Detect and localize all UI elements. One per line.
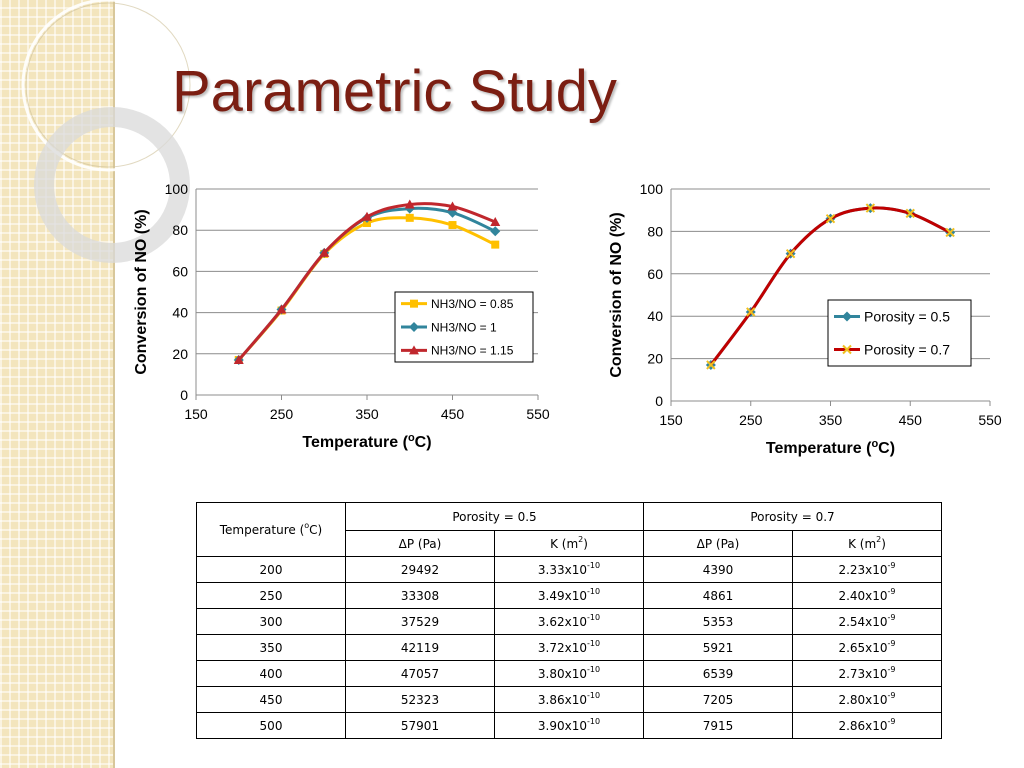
y-tick-label: 40 [647,308,663,324]
header-dp-1: ΔP (Pa) [345,530,495,557]
data-point [825,213,836,224]
y-axis-label: Conversion of NO (%) [608,212,625,377]
header-k-2: K (m2) [792,530,942,557]
data-point [491,240,500,249]
series-markers [233,199,501,364]
y-tick-label: 80 [172,222,188,238]
data-point [785,248,796,259]
header-porosity-05: Porosity = 0.5 [345,502,644,531]
data-point [842,311,852,322]
table-row: 400 47057 3.80x10-10 6539 2.73x10-9 [196,660,942,687]
data-point [409,345,419,355]
y-tick-label: 20 [172,346,188,362]
legend-box [827,299,972,367]
data-point [362,211,372,221]
data-point [490,216,501,226]
x-tick-label: 450 [899,412,923,428]
data-point [409,322,419,332]
legend-label: Porosity = 0.7 [864,342,950,358]
data-point [706,360,716,370]
table-row: 500 57901 3.90x10-10 7915 2.86x10-9 [196,712,942,739]
header-k-1: K (m2) [494,530,644,557]
x-tick-label: 550 [526,406,550,422]
data-point [363,218,371,227]
y-tick-label: 100 [165,181,189,197]
x-tick-label: 450 [441,406,465,422]
y-axis-label: Conversion of NO (%) [133,209,150,374]
x-tick-label: 150 [659,412,683,428]
chart-porosity: 0 20 40 60 80 100 150 250 350 450 550 Temperature (… [596,170,1006,465]
table-row: 250 33308 3.49x10-10 4861 2.40x10-9 [196,582,942,609]
legend-label: NH3/NO = 1.15 [431,344,514,358]
data-point [276,304,287,314]
porosity-table: Temperature (oC) Porosity = 0.5 Porosity… [196,502,942,739]
data-point [405,213,414,222]
legend-label: Porosity = 0.5 [864,309,950,325]
x-tick-label: 350 [819,412,843,428]
header-dp-2: ΔP (Pa) [643,530,793,557]
table-row: 450 52323 3.86x10-10 7205 2.80x10-9 [196,686,942,713]
y-tick-label: 60 [647,266,663,282]
sidebar-divider [113,0,115,768]
page-title: Parametric Study [172,59,617,124]
data-point [404,199,415,209]
table-row: 350 42119 3.72x10-10 5921 2.65x10-9 [196,634,942,661]
data-point [448,221,457,230]
x-tick-label: 250 [739,412,763,428]
x-axis-label: Temperature (oC) [766,438,895,457]
series-markers [706,203,955,370]
data-point [842,344,852,355]
x-axis-label: Temperature (oC) [302,432,431,451]
legend-label: NH3/NO = 1 [431,320,497,334]
y-tick-label: 40 [172,305,188,321]
x-tick-label: 150 [184,406,208,422]
chart-svg: 0 20 40 60 80 100 150 250 350 450 550 Temperature (… [133,181,550,451]
data-point [233,354,244,364]
y-tick-label: 20 [647,351,663,367]
x-tick-label: 250 [270,406,294,422]
header-temperature: Temperature (oC) [196,502,346,557]
data-point [746,307,756,317]
y-tick-label: 60 [172,263,188,279]
data-point [490,226,501,237]
data-point [410,299,418,308]
table-row: 300 37529 3.62x10-10 5353 2.54x10-9 [196,608,942,635]
legend-label: NH3/NO = 0.85 [431,297,514,311]
decorative-circles [21,0,195,263]
x-tick-label: 550 [978,412,1002,428]
header-porosity-07: Porosity = 0.7 [643,502,942,531]
data-point [945,227,955,238]
legend: NH3/NO = 0.85 NH3/NO = 1 NH3/NO = 1.15 [394,291,534,363]
y-tick-label: 0 [180,387,188,403]
x-tick-label: 350 [355,406,379,422]
data-point [865,203,876,213]
data-point [319,247,330,257]
data-point [447,201,458,211]
y-tick-label: 100 [640,181,664,197]
chart-svg: 0 20 40 60 80 100 150 250 350 450 550 Temperature (… [608,181,1002,457]
y-tick-label: 0 [655,393,663,409]
table-body: 200 29492 3.33x10-10 4390 2.23x10-9 250 33308… [196,556,942,739]
y-tick-label: 80 [647,223,663,239]
legend: Porosity = 0.5 Porosity = 0.7 [827,299,972,367]
data-point [905,208,915,219]
chart-nh3-ratio: 0 20 40 60 80 100 150 250 350 450 550 Temperature (… [118,170,558,460]
table-row: 200 29492 3.33x10-10 4390 2.23x10-9 [196,556,942,583]
